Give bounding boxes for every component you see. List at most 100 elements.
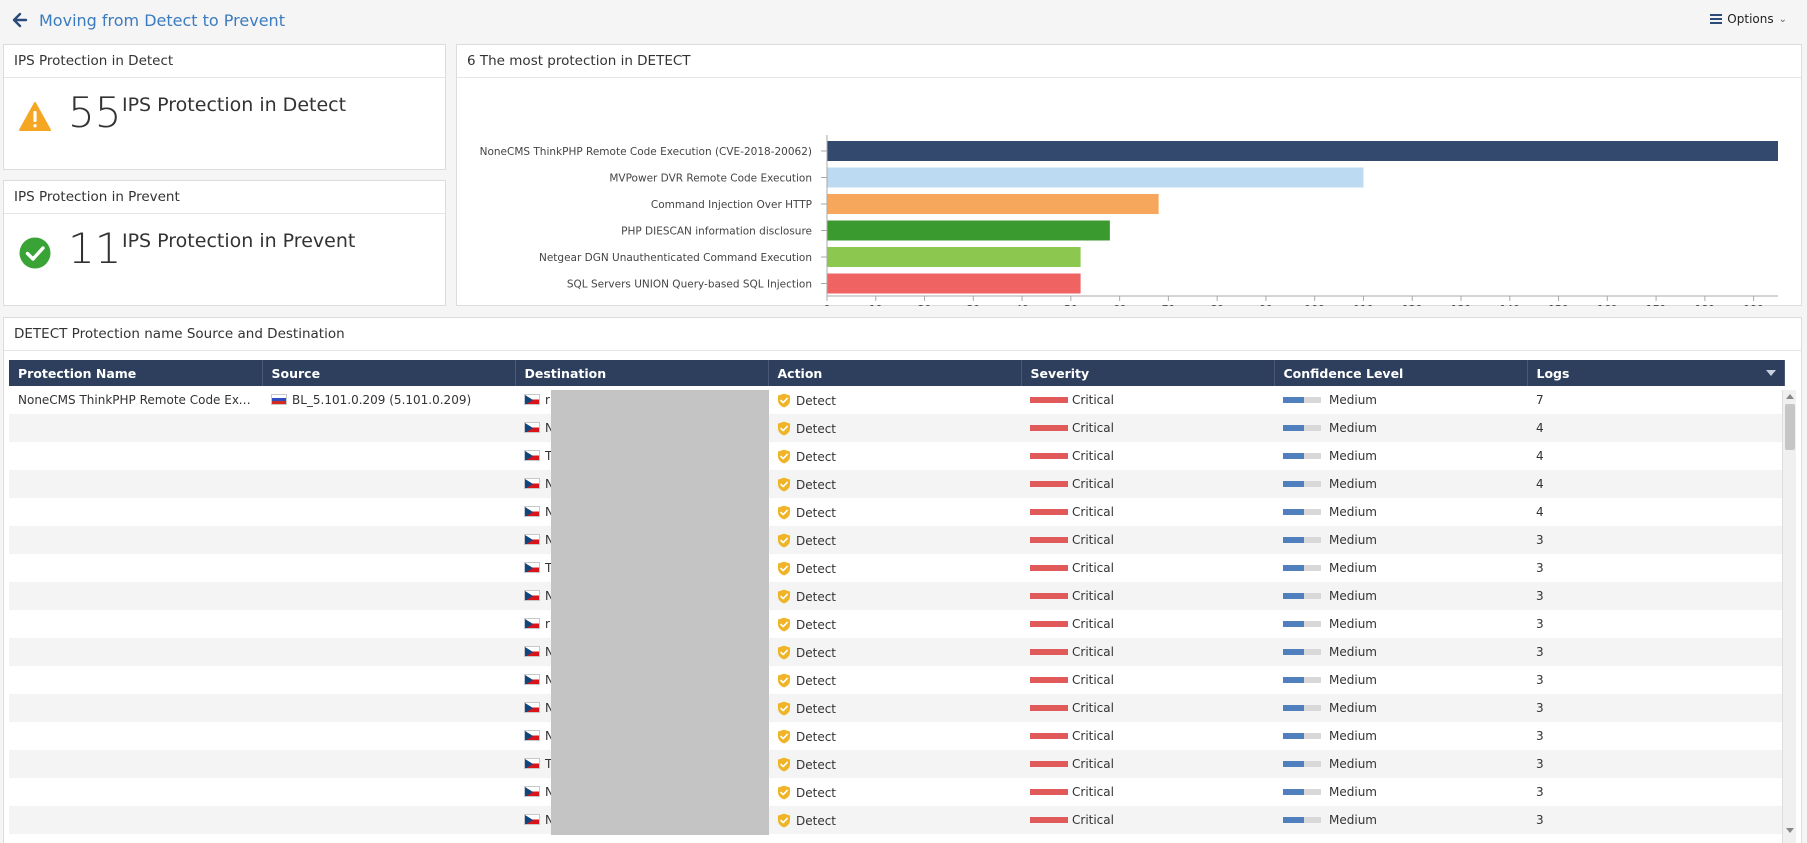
table-row[interactable]: T Detect Critical Medium 4 (9, 442, 1784, 470)
action-text: Detect (796, 729, 837, 744)
table-row[interactable]: N Detect Critical Medium 3 (9, 666, 1784, 694)
russia-flag-icon (271, 394, 287, 405)
czech-flag-icon (524, 646, 540, 657)
cell-confidence: Medium (1274, 386, 1527, 414)
table-row[interactable]: N Detect Critical Medium 3 (9, 722, 1784, 750)
shield-icon (778, 757, 790, 771)
cell-source (262, 554, 515, 582)
x-tick-label: 110 (1353, 304, 1373, 306)
table-row[interactable]: r Detect Critical Medium 3 (9, 610, 1784, 638)
cell-severity: Critical (1021, 666, 1274, 694)
cell-protection-name: NoneCMS ThinkPHP Remote Code Executi... (18, 393, 262, 407)
table-row[interactable]: N Detect Critical Medium 3 (9, 778, 1784, 806)
col-header-confidence[interactable]: Confidence Level (1274, 360, 1528, 386)
source-text: BL_5.101.0.209 (5.101.0.209) (292, 393, 472, 407)
scroll-down-icon[interactable] (1786, 828, 1794, 833)
severity-bar (1030, 621, 1068, 627)
chart-bar[interactable] (827, 194, 1159, 214)
table-row[interactable]: T Detect Critical Medium 3 (9, 750, 1784, 778)
chart-bar[interactable] (827, 141, 1778, 161)
cell-confidence: Medium (1274, 554, 1527, 582)
severity-bar (1030, 593, 1068, 599)
table-row[interactable]: N Detect Critical Medium 3 (9, 694, 1784, 722)
confidence-text: Medium (1329, 589, 1377, 603)
table-row[interactable]: N Detect Critical Medium 4 (9, 414, 1784, 442)
cell-source (262, 638, 515, 666)
col-header-action[interactable]: Action (768, 360, 1022, 386)
cell-confidence: Medium (1274, 610, 1527, 638)
cell-logs: 3 (1527, 750, 1784, 778)
chart-bar[interactable] (827, 167, 1364, 188)
severity-text: Critical (1072, 477, 1114, 491)
col-header-logs[interactable]: Logs (1527, 360, 1785, 386)
action-text: Detect (796, 477, 837, 492)
cell-confidence: Medium (1274, 750, 1527, 778)
table-row[interactable]: N Detect Critical Medium 3 (9, 806, 1784, 834)
cell-logs: 7 (1536, 393, 1544, 407)
table-row[interactable]: N Detect Critical Medium 3 (9, 638, 1784, 666)
cell-destination: T (515, 442, 768, 470)
cell-action: Detect (768, 526, 1021, 554)
x-tick-label: 50 (1064, 304, 1077, 306)
cell-severity: Critical (1021, 638, 1274, 666)
confidence-bar (1283, 425, 1321, 431)
cell-action: Detect (768, 638, 1021, 666)
severity-text: Critical (1072, 617, 1114, 631)
options-label: Options (1727, 12, 1774, 26)
scroll-up-icon[interactable] (1786, 394, 1794, 399)
table-row[interactable]: N Detect Critical Medium 3 (9, 582, 1784, 610)
czech-flag-icon (524, 394, 540, 405)
chart-bar[interactable] (827, 220, 1110, 241)
confidence-bar (1283, 509, 1321, 515)
category-label: MVPower DVR Remote Code Execution (609, 173, 812, 185)
table-row[interactable]: N Detect Critical Medium 3 (9, 526, 1784, 554)
cell-logs: 3 (1536, 617, 1544, 631)
cell-action: Detect (768, 470, 1021, 498)
severity-text: Critical (1072, 561, 1114, 575)
table-row[interactable]: N Detect Critical Medium 4 (9, 498, 1784, 526)
severity-text: Critical (1072, 757, 1114, 771)
options-button[interactable]: Options ⌄ (1710, 12, 1787, 26)
severity-bar (1030, 649, 1068, 655)
cell-source (262, 806, 515, 834)
x-tick-label: 0 (824, 304, 831, 306)
column-menu-icon[interactable] (1765, 370, 1776, 376)
chart-bar[interactable] (827, 273, 1081, 294)
panel-title: IPS Protection in Prevent (4, 181, 445, 214)
severity-text: Critical (1072, 449, 1114, 463)
col-header-source[interactable]: Source (262, 360, 516, 386)
action-text: Detect (796, 813, 837, 828)
cell-logs: 3 (1536, 673, 1544, 687)
confidence-bar (1283, 453, 1321, 459)
shield-icon (778, 673, 790, 687)
scroll-thumb[interactable] (1785, 404, 1795, 450)
table-row[interactable]: NoneCMS ThinkPHP Remote Code Executi... B… (9, 386, 1784, 414)
action-text: Detect (796, 673, 837, 688)
table-row[interactable]: T Detect Critical Medium 3 (9, 554, 1784, 582)
cell-source (262, 666, 515, 694)
cell-action: Detect (768, 750, 1021, 778)
cell-severity: Critical (1021, 470, 1274, 498)
cell-destination: r (515, 610, 768, 638)
category-label: Netgear DGN Unauthenticated Command Exec… (539, 252, 812, 264)
severity-text: Critical (1072, 813, 1114, 827)
col-header-severity[interactable]: Severity (1021, 360, 1275, 386)
cell-destination: N (515, 722, 768, 750)
cell-severity: Critical (1021, 442, 1274, 470)
cell-action: Detect (768, 386, 1021, 414)
confidence-text: Medium (1329, 617, 1377, 631)
x-tick-label: 80 (1210, 304, 1223, 306)
czech-flag-icon (524, 590, 540, 601)
cell-protection-name (9, 694, 262, 722)
chart-bar[interactable] (827, 247, 1081, 267)
back-arrow-icon[interactable] (10, 10, 30, 30)
czech-flag-icon (524, 758, 540, 769)
table-row[interactable]: N Detect Critical Medium 4 (9, 470, 1784, 498)
x-tick-label: 70 (1162, 304, 1175, 306)
table-scrollbar[interactable] (1782, 390, 1796, 843)
cell-confidence: Medium (1274, 414, 1527, 442)
col-header-protection-name[interactable]: Protection Name (9, 360, 263, 386)
severity-text: Critical (1072, 505, 1114, 519)
col-header-destination[interactable]: Destination (515, 360, 769, 386)
action-text: Detect (796, 393, 837, 408)
